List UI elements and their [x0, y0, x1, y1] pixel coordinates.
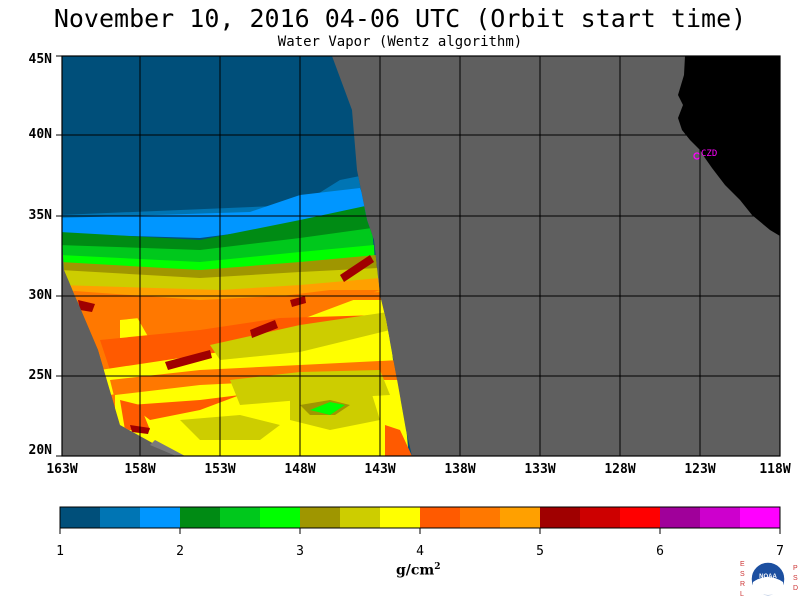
svg-text:NOAA: NOAA: [759, 574, 777, 580]
colorbar-swatch: [660, 507, 700, 528]
colorbar-units: g/cm2: [396, 562, 441, 579]
colorbar-tick-6: 6: [656, 544, 664, 559]
noaa-esrl-psd-logo: E S R L NOAA P S D: [740, 561, 798, 598]
lat-label-25n: 25N: [28, 368, 52, 383]
lat-label-40n: 40N: [28, 127, 52, 142]
colorbar-swatch: [180, 507, 220, 528]
colorbar-swatch: [620, 507, 660, 528]
colorbar-swatch: [740, 507, 780, 528]
colorbar-swatch: [300, 507, 340, 528]
swath-data: [62, 56, 412, 456]
lon-label-128w: 128W: [604, 462, 636, 477]
colorbar-swatch: [580, 507, 620, 528]
lat-label-45n: 45N: [28, 52, 52, 67]
svg-text:S: S: [793, 575, 798, 582]
colorbar-swatch: [420, 507, 460, 528]
lat-label-35n: 35N: [28, 208, 52, 223]
colorbar-swatch: [100, 507, 140, 528]
map-grid: [62, 56, 780, 456]
colorbar-tick-7: 7: [776, 544, 784, 559]
colorbar-swatch: [140, 507, 180, 528]
lon-label-143w: 143W: [364, 462, 396, 477]
lon-label-148w: 148W: [284, 462, 316, 477]
svg-text:L: L: [740, 591, 744, 598]
colorbar-swatch: [500, 507, 540, 528]
lon-label-118w: 118W: [759, 462, 791, 477]
units-text: g/cm: [396, 562, 435, 579]
colorbar-swatch: [380, 507, 420, 528]
colorbar-tick-5: 5: [536, 544, 544, 559]
lon-label-163w: 163W: [46, 462, 78, 477]
lon-label-123w: 123W: [684, 462, 716, 477]
lon-label-138w: 138W: [444, 462, 476, 477]
map-title: November 10, 2016 04-06 UTC (Orbit start…: [53, 4, 747, 33]
station-label: CZD: [701, 149, 717, 159]
colorbar-swatch: [700, 507, 740, 528]
units-superscript: 2: [434, 562, 441, 572]
logo-left-letters: E: [740, 561, 745, 568]
lat-label-20n: 20N: [28, 443, 52, 458]
svg-text:R: R: [740, 581, 745, 588]
map-frame: [61, 55, 781, 457]
map-subtitle: Water Vapor (Wentz algorithm): [277, 34, 523, 50]
colorbar-swatch: [60, 507, 100, 528]
svg-text:D: D: [793, 585, 798, 592]
colorbar-tick-4: 4: [416, 544, 424, 559]
svg-text:S: S: [740, 571, 745, 578]
colorbar: [59, 506, 781, 534]
colorbar-swatch: [340, 507, 380, 528]
colorbar-tick-2: 2: [176, 544, 184, 559]
logo-right-letters: P: [793, 565, 798, 572]
colorbar-swatch: [220, 507, 260, 528]
colorbar-tick-1: 1: [56, 544, 64, 559]
colorbar-swatch: [460, 507, 500, 528]
lon-label-158w: 158W: [124, 462, 156, 477]
colorbar-swatch: [260, 507, 300, 528]
lon-label-133w: 133W: [524, 462, 556, 477]
lon-label-153w: 153W: [204, 462, 236, 477]
colorbar-swatch: [540, 507, 580, 528]
colorbar-tick-3: 3: [296, 544, 304, 559]
lat-label-30n: 30N: [28, 288, 52, 303]
land-mass: [678, 56, 780, 236]
